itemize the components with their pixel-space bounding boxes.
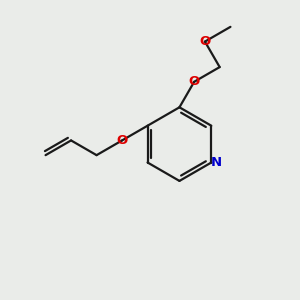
- Text: O: O: [199, 35, 211, 48]
- Text: O: O: [188, 75, 200, 88]
- Text: O: O: [116, 134, 128, 147]
- Text: N: N: [211, 156, 222, 169]
